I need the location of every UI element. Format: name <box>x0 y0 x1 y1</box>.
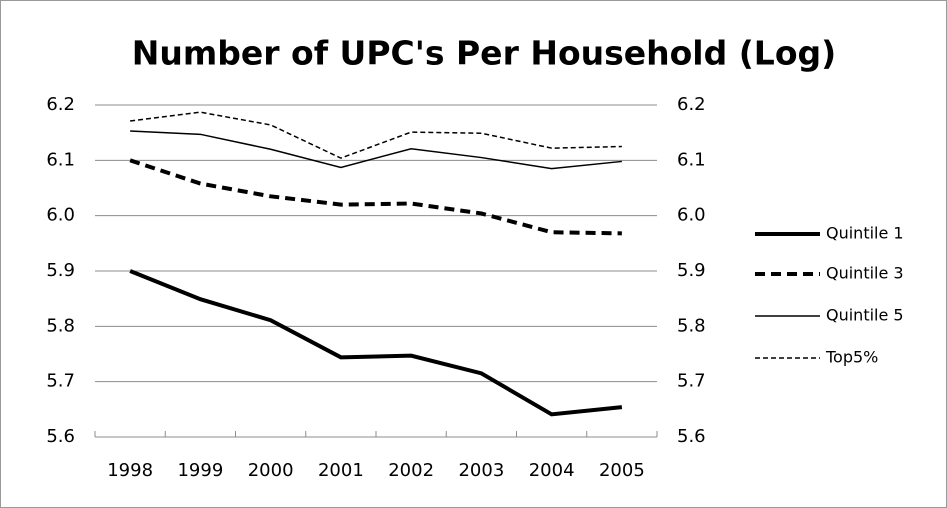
x-tick-label: 1998 <box>107 460 153 481</box>
legend-label: Quintile 3 <box>826 264 904 283</box>
x-tick-label: 1999 <box>177 460 223 481</box>
line-series <box>130 111 622 159</box>
legend-label: Quintile 1 <box>826 224 904 243</box>
y2-tick-label: 6.2 <box>677 94 706 115</box>
line-series <box>130 130 622 170</box>
y2-tick-label: 5.8 <box>677 315 706 336</box>
y2-tick-label: 6.1 <box>677 149 706 170</box>
line-series <box>129 158 622 236</box>
chart-title: Number of UPC's Per Household (Log) <box>132 34 836 73</box>
y2-tick-label: 6.0 <box>677 205 706 226</box>
y2-tick-label: 5.7 <box>677 371 706 392</box>
y2-tick-label: 5.9 <box>677 260 706 281</box>
x-tick-label: 2004 <box>529 460 575 481</box>
x-tick-label: 2001 <box>318 460 364 481</box>
y-tick-label: 5.6 <box>46 426 75 447</box>
x-tick-label: 2005 <box>599 460 645 481</box>
y-tick-label: 6.0 <box>46 205 75 226</box>
legend-label: Quintile 5 <box>826 306 904 325</box>
line-series <box>129 269 623 417</box>
x-tick-label: 2003 <box>458 460 504 481</box>
y-tick-label: 6.1 <box>46 149 75 170</box>
y-tick-label: 5.8 <box>46 315 75 336</box>
legend-label: Top5% <box>825 348 878 367</box>
y-tick-label: 6.2 <box>46 94 75 115</box>
x-tick-label: 2002 <box>388 460 434 481</box>
y2-tick-label: 5.6 <box>677 426 706 447</box>
y-tick-label: 5.9 <box>46 260 75 281</box>
y-tick-label: 5.7 <box>46 371 75 392</box>
x-tick-label: 2000 <box>248 460 294 481</box>
